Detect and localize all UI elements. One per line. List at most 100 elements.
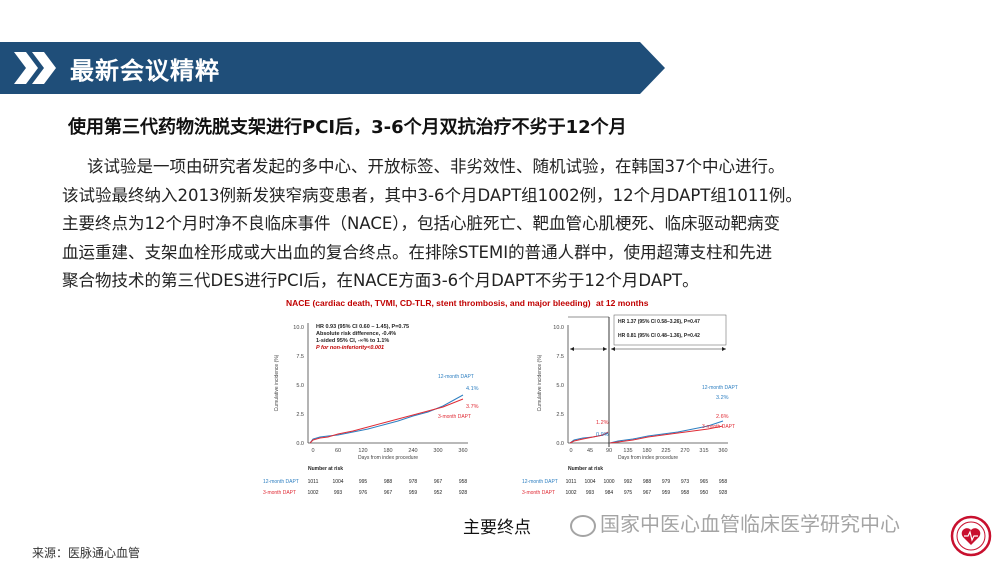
curve-3-month-late [609,425,724,444]
heart-logo-icon [950,515,992,557]
y-tick-label: 0.0 [556,441,564,447]
x-tick-label: 45 [587,448,593,454]
x-tick-label: 60 [335,448,341,454]
risk-cell: 959 [409,490,418,496]
body-line: 血运重建、支架血栓形成或大出血的复合终点。在排除STEMI的普通人群中，使用超薄… [62,242,773,262]
body-line: 主要终点为12个月时净不良临床事件（NACE），包括心脏死亡、靶血管心肌梗死、临… [62,214,781,233]
right-risk-row-3: 1002 993 984 975 967 959 958 950 928 [565,490,727,496]
right-risk-row-12: 1011 1004 1000 992 988 979 973 965 958 [566,479,728,485]
risk-cell: 984 [605,490,614,496]
source-note: 来源：医脉通心血管 [32,546,141,560]
left-stats: HR 0.93 (95% CI 0.60 – 1.45), P=0.75 Abs… [316,324,409,351]
risk-cell: 1011 [566,479,577,485]
x-axis-label: Days from index procedure [618,455,678,461]
risk-cell: 958 [459,479,468,485]
y-tick-label: 7.5 [556,354,564,360]
x-tick-label: 360 [718,448,727,454]
y-tick-label: 0.0 [296,441,304,447]
risk-cell: 928 [719,490,728,496]
body-line: 聚合物技术的第三代DES进行PCI后，在NACE方面3-6个月DAPT不劣于12… [62,271,699,290]
stat-line: HR 0.93 (95% CI 0.60 – 1.45), P=0.75 [316,324,409,330]
risk-cell: 1002 [307,490,318,496]
risk-cell: 958 [719,479,728,485]
left-y-ticks: 0.0 2.5 5.0 7.5 10.0 [293,325,304,447]
risk-cell: 950 [700,490,709,496]
right-x-ticks: 0 45 90 135 180 225 270 315 360 [569,448,727,454]
left-risk-row-12: 1011 1004 995 988 978 967 958 [308,479,468,485]
risk-cell: 993 [334,490,343,496]
stat-line: HR 0.81 (95% CI 0.48–1.36), P=0.42 [618,333,700,339]
wechat-icon [570,514,596,537]
banner-shape [0,42,665,94]
end-value-label: 3.2% [716,395,729,401]
end-value-label: 2.6% [716,414,729,420]
risk-cell: 976 [359,490,368,496]
stat-line: P for non-inferiority<0.001 [316,345,384,351]
risk-table-title: Number at risk [568,466,603,472]
risk-cell: 979 [662,479,671,485]
x-tick-label: 180 [383,448,392,454]
chevron-icon [14,52,38,84]
risk-cell: 975 [624,490,633,496]
body-line: 该试验是一项由研究者发起的多中心、开放标签、非劣效性、随机试验，在韩国37个中心… [87,157,785,176]
risk-cell: 1000 [603,479,614,485]
left-panel: 0.0 2.5 5.0 7.5 10.0 Cumulative incidenc… [263,323,479,496]
curve-3-month-early [569,431,609,444]
x-tick-label: 0 [311,448,314,454]
body-paragraph: 该试验是一项由研究者发起的多中心、开放标签、非劣效性、随机试验，在韩国37个中心… [62,153,932,296]
risk-cell: 992 [624,479,633,485]
risk-cell: 978 [409,479,418,485]
risk-label: 3-month DAPT [263,490,296,496]
curve-12-month [309,394,464,444]
risk-cell: 995 [359,479,368,485]
end-value-label: 4.1% [466,386,479,392]
risk-cell: 1004 [332,479,343,485]
risk-label: 3-month DAPT [522,490,555,496]
risk-label: 12-month DAPT [263,479,299,485]
stat-line: 1-sided 95% CI, -∞% to 1.1% [316,338,389,344]
left-x-ticks: 0 60 120 180 240 300 360 [311,448,467,454]
risk-cell: 993 [586,490,595,496]
y-axis-label: Cumulative incidence (%) [537,354,543,411]
series-label: 12-month DAPT [438,374,474,380]
chevron-icon [32,52,56,84]
watermark: 国家中医心血管临床医学研究中心 [570,508,900,537]
risk-cell: 959 [662,490,671,496]
stat-line: HR 1.37 (95% CI 0.58–3.26), P=0.47 [618,319,700,325]
figure-title: NACE (cardiac death, TVMI, CD-TLR, stent… [286,298,649,308]
risk-cell: 988 [384,479,393,485]
risk-cell: 967 [384,490,393,496]
series-label: 3-month DAPT [438,414,471,420]
risk-label: 12-month DAPT [522,479,558,485]
risk-cell: 958 [681,490,690,496]
end-value-label: 3.7% [466,404,479,410]
watermark-text: 国家中医心血管临床医学研究中心 [600,512,900,536]
x-tick-label: 0 [569,448,572,454]
stat-line: Absolute risk difference, -0.4% [316,331,396,337]
figure-svg: NACE (cardiac death, TVMI, CD-TLR, stent… [263,298,738,496]
x-tick-label: 240 [408,448,417,454]
x-tick-label: 315 [699,448,708,454]
y-tick-label: 10.0 [293,325,304,331]
org-logo [950,515,992,557]
y-tick-label: 5.0 [556,383,564,389]
x-tick-label: 120 [358,448,367,454]
risk-table-title: Number at risk [308,466,343,472]
y-axis-label: Cumulative incidence (%) [274,354,280,411]
curve-3-month [309,398,464,444]
y-tick-label: 2.5 [296,412,304,418]
x-tick-label: 135 [623,448,632,454]
curve-12-month-late [609,420,724,444]
risk-cell: 1002 [565,490,576,496]
y-tick-label: 5.0 [296,383,304,389]
left-risk-row-3: 1002 993 976 967 959 952 928 [307,490,467,496]
risk-cell: 1004 [584,479,595,485]
risk-cell: 973 [681,479,690,485]
x-axis-label: Days from index procedure [358,455,418,461]
risk-cell: 967 [643,490,652,496]
x-tick-label: 180 [642,448,651,454]
section-subtitle: 使用第三代药物洗脱支架进行PCI后，3-6个月双抗治疗不劣于12个月 [68,117,627,138]
kaplan-meier-figure: NACE (cardiac death, TVMI, CD-TLR, stent… [258,295,758,505]
risk-cell: 928 [459,490,468,496]
figure-caption: 主要终点 [463,518,531,538]
